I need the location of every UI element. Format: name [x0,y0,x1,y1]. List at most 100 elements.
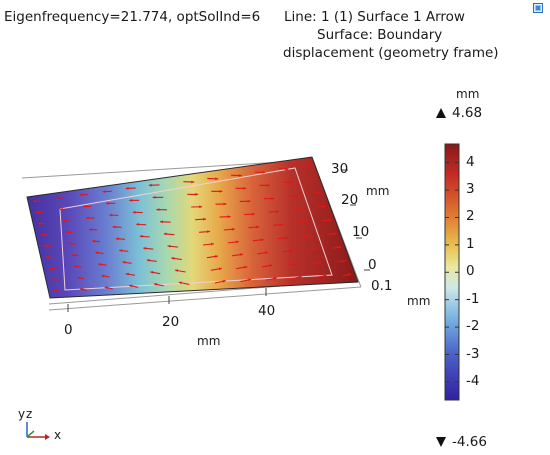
arrow-head [77,276,81,280]
arrow-head [48,266,52,270]
arrow-head [244,265,248,269]
arrow-head [101,274,105,278]
arrow-head [38,222,42,225]
arrow-head [59,207,63,211]
arrow-head [262,170,266,174]
displacement-surface [26,156,359,299]
arrow-head [80,287,84,291]
arrow-head [218,267,222,271]
colorbar-tick-label: -2 [466,318,480,335]
arrow-head [289,249,293,253]
arrow-head [98,263,102,266]
arrow-head [256,225,260,229]
colorbar-ticks [445,162,459,383]
arrow-head [214,255,218,258]
x-tick-20: 20 [162,314,180,330]
arrow-head [153,283,157,286]
arrow-head [105,201,109,205]
arrow-head [223,202,227,206]
arrow-head [65,230,69,234]
triangle-down-icon [436,437,446,447]
arrow-head [203,217,207,221]
arrow-head [129,199,133,202]
arrow-head [219,190,223,193]
arrow-head [89,228,93,232]
arrow-head [309,234,313,238]
arrow-head [115,237,119,241]
arrow-head [199,205,203,209]
arrow-head [323,274,327,278]
arrow-head [348,273,352,276]
arrow-head [207,230,211,234]
arrow-head [294,262,298,266]
arrow-head [285,167,289,171]
arrow-head [195,193,199,196]
arrow-head [119,249,123,252]
arrow-head [280,223,284,227]
arrow-head [122,261,126,264]
arrow-head [167,244,171,248]
arrow-head [86,216,89,220]
arrow-head [175,269,179,272]
triangle-up-icon [436,108,446,118]
plot-title-line3: displacement (geometry frame) [283,45,499,61]
arrow-head [82,204,86,208]
arrow-head [35,210,39,214]
arrow-head [343,259,347,263]
arrow-head [143,247,147,250]
arrow-head [125,272,129,276]
colorbar-tick-label: 4 [466,153,475,170]
arrow-head [323,205,327,208]
arrow-head [294,194,298,198]
arrow-head [32,199,36,203]
arrow-head [148,183,152,187]
arrow-head [71,253,75,257]
arrow-head [178,281,182,285]
z-axis-unit: mm [407,294,431,308]
triad-z-label: z [26,407,33,421]
plot-title-line1: Line: 1 (1) Surface 1 Arrow [284,9,465,25]
arrow-head [308,164,312,168]
arrow-head [243,187,247,190]
arrow-head [51,278,55,281]
colorbar-tick-label: -1 [466,290,480,307]
arrow-head [129,284,133,288]
arrow-head [95,251,99,255]
colorbar-tick-label: 2 [466,208,475,225]
arrow-head [251,212,255,216]
triad-y-label: y [18,407,26,421]
arrow-head [191,180,195,184]
boundary-line [59,167,333,291]
x-tick-40: 40 [258,303,276,319]
arrow-head [273,277,277,280]
arrow-head [112,225,116,229]
arrow-head [238,174,242,177]
arrow-head [104,286,108,290]
y-tick-0: 0 [368,257,377,273]
arrow-head [290,181,294,184]
arrow-head [248,278,252,282]
axis-ticks [67,169,370,312]
arrow-head [171,257,175,260]
arrow-head [146,259,150,262]
arrow-head [247,199,251,203]
arrow-head [298,275,302,279]
arrow-head [57,196,61,200]
display-window-icon[interactable] [533,3,543,13]
arrow-head [304,221,308,224]
y-tick-20: 20 [341,192,359,208]
arrow-head [139,235,143,238]
colorbar-tick-label: 3 [466,181,475,198]
arrow-head [132,211,136,214]
arrow-head [235,240,239,244]
y-tick-30: 30 [331,161,349,177]
arrow-field [32,164,352,293]
arrow-head [338,246,342,249]
arrow-head [264,251,268,255]
arrow-head [285,236,289,240]
arrow-head [102,190,106,193]
arrow-head [92,239,96,243]
colorbar-min-label: -4.66 [452,434,487,450]
arrow-head [152,196,156,199]
